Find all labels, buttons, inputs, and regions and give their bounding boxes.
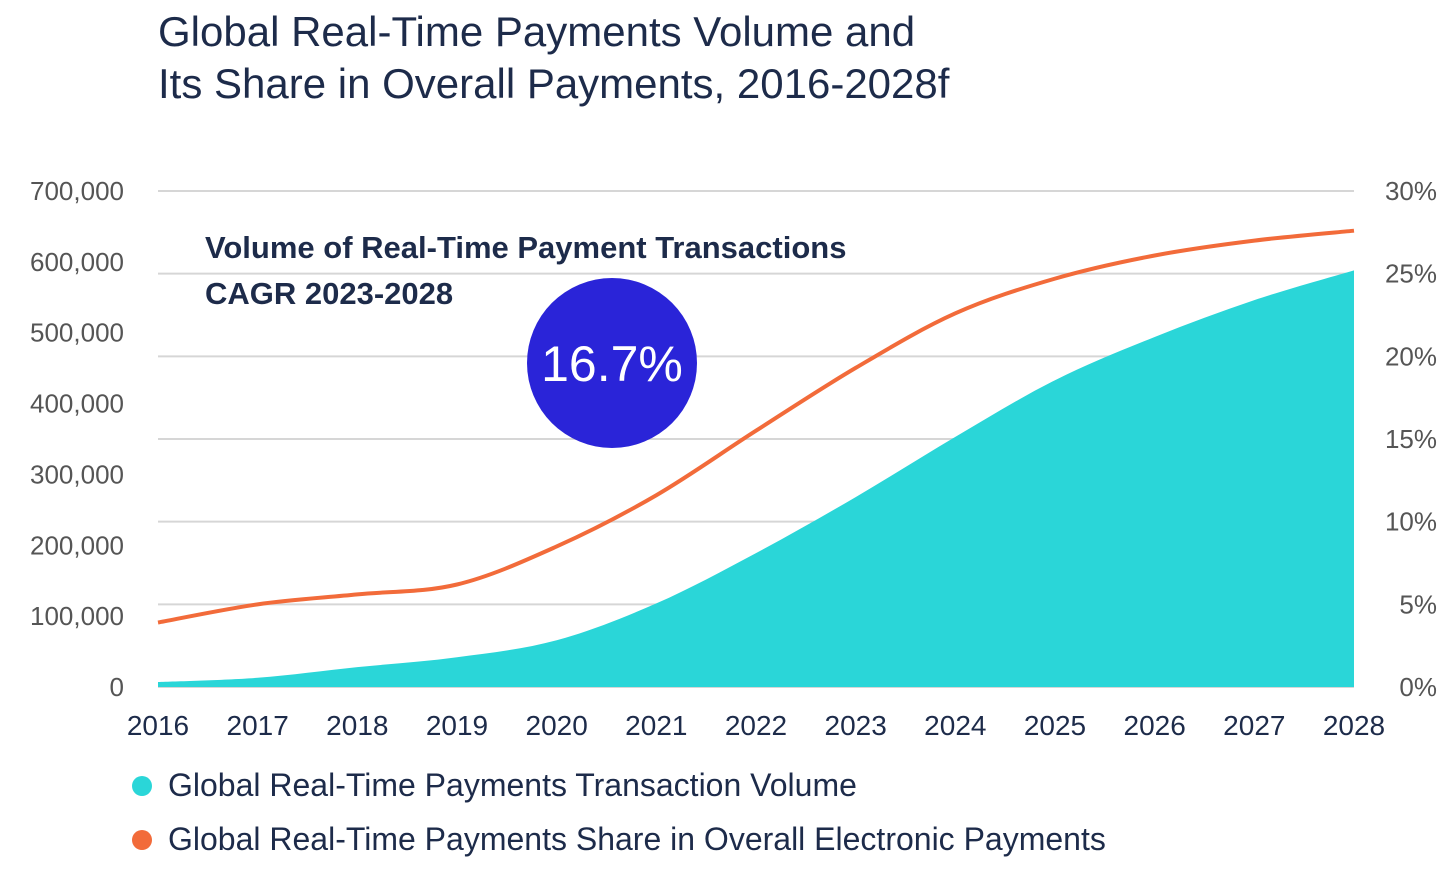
chart-title-line-2: Its Share in Overall Payments, 2016-2028… — [158, 60, 950, 107]
cagr-badge — [527, 278, 697, 448]
right-axis-tick-label: 30% — [1385, 176, 1437, 206]
chart-title-line-1: Global Real-Time Payments Volume and — [158, 8, 916, 55]
right-axis-tick-label: 25% — [1385, 259, 1437, 289]
x-axis-tick-label: 2019 — [426, 710, 488, 741]
legend-label-volume: Global Real-Time Payments Transaction Vo… — [168, 767, 857, 803]
legend-item-share: Global Real-Time Payments Share in Overa… — [132, 821, 1106, 858]
x-axis-tick-label: 2028 — [1323, 710, 1385, 741]
x-axis-tick-label: 2022 — [725, 710, 787, 741]
annotation-label-line-1: Volume of Real-Time Payment Transactions — [205, 230, 846, 265]
legend-label-share: Global Real-Time Payments Share in Overa… — [168, 821, 1106, 857]
right-axis-tick-label: 20% — [1385, 341, 1437, 371]
x-axis-tick-label: 2020 — [526, 710, 588, 741]
series-line-share — [157, 228, 1355, 625]
series-area-volume — [158, 270, 1354, 687]
legend-swatch-volume — [132, 775, 152, 796]
x-axis-tick-label: 2023 — [825, 710, 887, 741]
chart-title: Global Real-Time Payments Volume and Its… — [158, 6, 949, 110]
left-axis-tick-label: 0 — [110, 672, 124, 702]
left-axis-tick-label: 300,000 — [30, 459, 124, 489]
right-axis-tick-label: 5% — [1399, 589, 1437, 619]
x-axis-tick-label: 2024 — [924, 710, 986, 741]
legend-swatch-share — [132, 829, 152, 850]
legend-item-volume: Global Real-Time Payments Transaction Vo… — [132, 767, 857, 804]
x-axis-tick-label: 2025 — [1024, 710, 1086, 741]
x-axis-tick-label: 2027 — [1223, 710, 1285, 741]
x-axis-tick-label: 2018 — [326, 710, 388, 741]
right-axis-tick-label: 10% — [1385, 507, 1437, 537]
left-axis-tick-label: 100,000 — [30, 601, 124, 631]
x-axis-tick-label: 2026 — [1124, 710, 1186, 741]
left-axis-tick-label: 200,000 — [30, 530, 124, 560]
x-axis-tick-label: 2016 — [127, 710, 189, 741]
left-axis-tick-label: 500,000 — [30, 318, 124, 348]
left-axis-tick-label: 700,000 — [30, 176, 124, 206]
right-axis-tick-label: 15% — [1385, 424, 1437, 454]
annotation-label-line-2: CAGR 2023-2028 — [205, 276, 453, 311]
right-axis-tick-label: 0% — [1399, 672, 1437, 702]
left-axis-tick-label: 600,000 — [30, 247, 124, 277]
x-axis-tick-label: 2017 — [227, 710, 289, 741]
x-axis-tick-label: 2021 — [625, 710, 687, 741]
left-axis-tick-label: 400,000 — [30, 389, 124, 419]
cagr-value: 16.7% — [541, 336, 683, 392]
